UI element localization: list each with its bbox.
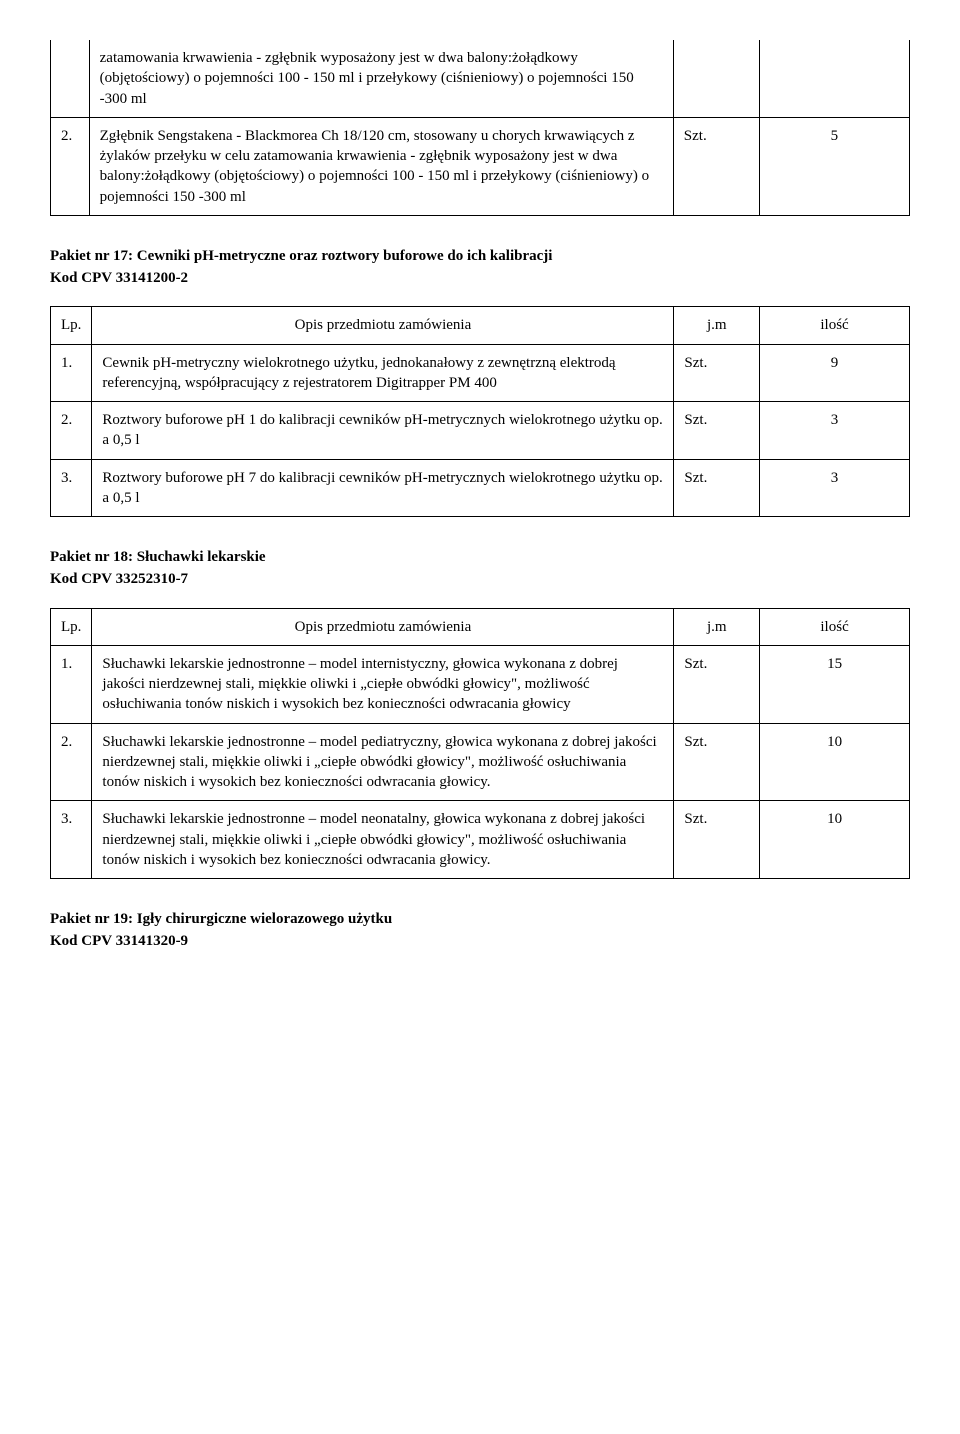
cell-unit: Szt. xyxy=(674,344,760,402)
cell-num: 1. xyxy=(51,645,92,723)
header-qty: ilość xyxy=(760,608,910,645)
header-qty: ilość xyxy=(760,307,910,344)
cell-qty: 3 xyxy=(760,459,910,517)
cell-desc: Roztwory buforowe pH 1 do kalibracji cew… xyxy=(92,402,674,460)
cell-desc: zatamowania krwawienia - zgłębnik wyposa… xyxy=(89,40,673,117)
cell-qty: 10 xyxy=(760,801,910,879)
table-header-row: Lp. Opis przedmiotu zamówienia j.m ilość xyxy=(51,608,910,645)
table-row: 3. Roztwory buforowe pH 7 do kalibracji … xyxy=(51,459,910,517)
cell-qty xyxy=(759,40,909,117)
cell-desc: Słuchawki lekarskie jednostronne – model… xyxy=(92,645,674,723)
cell-unit: Szt. xyxy=(674,801,760,879)
cell-desc: Cewnik pH-metryczny wielokrotnego użytku… xyxy=(92,344,674,402)
section-18-code: Kod CPV 33252310-7 xyxy=(50,569,910,589)
table-top: zatamowania krwawienia - zgłębnik wyposa… xyxy=(50,40,910,216)
cell-unit: Szt. xyxy=(674,723,760,801)
table-row: 1. Słuchawki lekarskie jednostronne – mo… xyxy=(51,645,910,723)
cell-num: 3. xyxy=(51,459,92,517)
section-19-code: Kod CPV 33141320-9 xyxy=(50,931,910,951)
cell-qty: 5 xyxy=(759,117,909,215)
cell-desc: Zgłębnik Sengstakena - Blackmorea Ch 18/… xyxy=(89,117,673,215)
table-row: 2. Zgłębnik Sengstakena - Blackmorea Ch … xyxy=(51,117,910,215)
cell-num: 1. xyxy=(51,344,92,402)
cell-num xyxy=(51,40,90,117)
header-desc: Opis przedmiotu zamówienia xyxy=(92,608,674,645)
cell-qty: 9 xyxy=(760,344,910,402)
cell-qty: 10 xyxy=(760,723,910,801)
cell-desc: Roztwory buforowe pH 7 do kalibracji cew… xyxy=(92,459,674,517)
cell-unit: Szt. xyxy=(674,402,760,460)
table-header-row: Lp. Opis przedmiotu zamówienia j.m ilość xyxy=(51,307,910,344)
section-18-title: Pakiet nr 18: Słuchawki lekarskie xyxy=(50,547,910,567)
cell-unit: Szt. xyxy=(674,459,760,517)
table-row: zatamowania krwawienia - zgłębnik wyposa… xyxy=(51,40,910,117)
table-row: 1. Cewnik pH-metryczny wielokrotnego uży… xyxy=(51,344,910,402)
cell-num: 2. xyxy=(51,117,90,215)
cell-desc: Słuchawki lekarskie jednostronne – model… xyxy=(92,801,674,879)
header-lp: Lp. xyxy=(51,307,92,344)
cell-num: 2. xyxy=(51,402,92,460)
section-17-title: Pakiet nr 17: Cewniki pH-metryczne oraz … xyxy=(50,246,910,266)
header-desc: Opis przedmiotu zamówienia xyxy=(92,307,674,344)
cell-qty: 15 xyxy=(760,645,910,723)
table-row: 2. Roztwory buforowe pH 1 do kalibracji … xyxy=(51,402,910,460)
section-17-code: Kod CPV 33141200-2 xyxy=(50,268,910,288)
section-19-title: Pakiet nr 19: Igły chirurgiczne wieloraz… xyxy=(50,909,910,929)
cell-desc: Słuchawki lekarskie jednostronne – model… xyxy=(92,723,674,801)
cell-qty: 3 xyxy=(760,402,910,460)
cell-unit: Szt. xyxy=(673,117,759,215)
cell-unit: Szt. xyxy=(674,645,760,723)
cell-unit xyxy=(673,40,759,117)
table-row: 3. Słuchawki lekarskie jednostronne – mo… xyxy=(51,801,910,879)
header-unit: j.m xyxy=(674,608,760,645)
table-17: Lp. Opis przedmiotu zamówienia j.m ilość… xyxy=(50,306,910,517)
cell-num: 3. xyxy=(51,801,92,879)
table-18: Lp. Opis przedmiotu zamówienia j.m ilość… xyxy=(50,608,910,880)
table-row: 2. Słuchawki lekarskie jednostronne – mo… xyxy=(51,723,910,801)
cell-num: 2. xyxy=(51,723,92,801)
header-lp: Lp. xyxy=(51,608,92,645)
header-unit: j.m xyxy=(674,307,760,344)
